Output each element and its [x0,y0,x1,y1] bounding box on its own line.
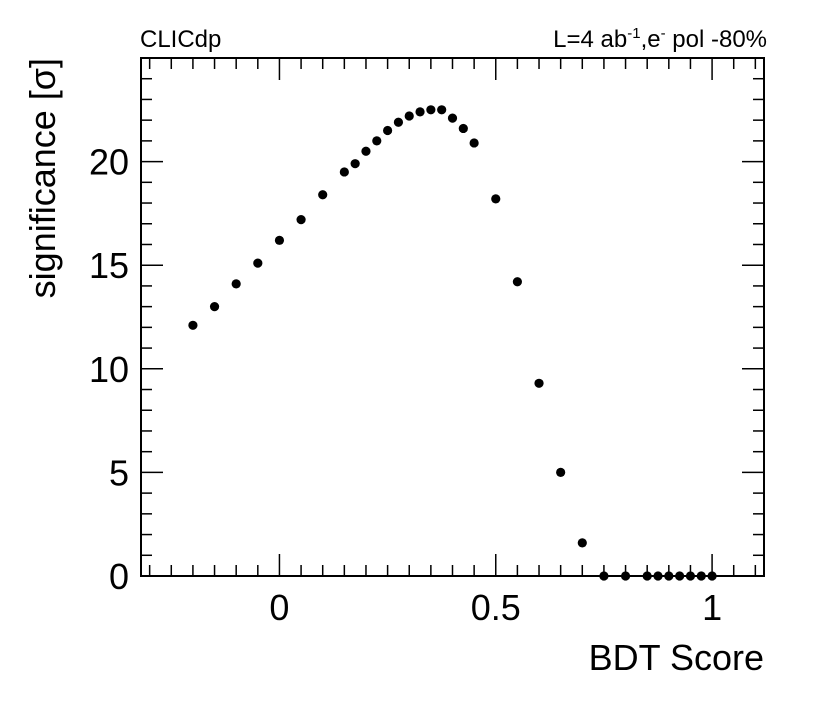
data-point [253,258,263,268]
y-tick-label: 20 [89,142,129,183]
data-point [437,105,447,115]
experiment-label: CLICdp [140,26,222,53]
data-point [653,571,663,581]
plot-frame [140,57,765,577]
data-point [491,194,501,204]
data-point [512,277,522,287]
y-tick-label: 5 [109,452,129,493]
y-tick-label: 0 [109,556,129,597]
data-point [685,571,696,581]
data-point [415,107,425,117]
lumi-exponent: -1 [627,25,641,42]
data-point [339,167,349,177]
data-point [642,571,652,581]
data-point [393,117,404,127]
data-point [534,378,544,388]
data-point [318,190,328,200]
data-point [599,571,609,581]
data-point [209,302,220,312]
polarisation-label: pol -80% [665,26,767,53]
y-tick-label: 15 [89,245,129,286]
data-point [383,125,393,136]
luminosity-label: L=4 ab-1,e- pol -80% [553,26,767,54]
data-point [274,235,285,245]
y-axis-label: significance [σ] [22,58,63,298]
data-point [231,279,241,289]
data-point [296,215,306,225]
data-point [372,136,382,146]
data-point [707,571,717,581]
data-point [696,571,706,581]
data-point [447,113,458,123]
data-point [620,571,631,581]
x-tick-label: 1 [702,587,722,628]
data-point [188,320,198,330]
beam-prefix: ,e [640,26,661,53]
data-points [188,105,717,581]
data-point [350,159,360,169]
data-point [664,571,674,581]
data-point [469,138,479,148]
axis-ticks [141,57,764,577]
data-point [556,467,566,477]
lumi-prefix: L=4 ab [553,26,628,53]
data-point [577,538,587,548]
data-point [458,123,468,134]
data-point [361,146,371,156]
x-axis-label: BDT Score [589,637,764,678]
data-point [404,111,414,121]
y-tick-label: 10 [89,349,129,390]
x-tick-label: 0.5 [471,587,521,628]
data-point [426,105,436,115]
data-point [675,571,685,581]
x-tick-label: 0 [269,587,289,628]
beam-exponent: - [660,25,666,42]
